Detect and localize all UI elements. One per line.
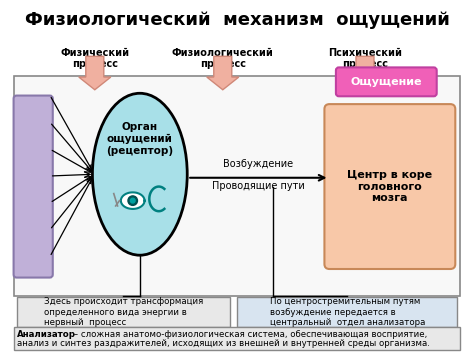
Text: Физиологический  механизм  ощущений: Физиологический механизм ощущений bbox=[25, 11, 449, 29]
Ellipse shape bbox=[92, 93, 187, 255]
Polygon shape bbox=[349, 56, 381, 90]
FancyBboxPatch shape bbox=[14, 76, 460, 296]
Text: Раздражители: Раздражители bbox=[28, 145, 38, 228]
Text: Здесь происходит трансформация
определенного вида энергии в
нервный  процесс: Здесь происходит трансформация определен… bbox=[44, 297, 203, 327]
Text: По центростремительным путям
возбуждение передается в
центральный  отдел анализа: По центростремительным путям возбуждение… bbox=[270, 297, 425, 327]
FancyBboxPatch shape bbox=[324, 104, 456, 269]
Circle shape bbox=[130, 198, 135, 203]
Circle shape bbox=[128, 196, 137, 205]
Polygon shape bbox=[121, 192, 145, 209]
Text: Физический
процесс: Физический процесс bbox=[60, 48, 129, 69]
Text: Анализатор: Анализатор bbox=[17, 330, 75, 339]
FancyBboxPatch shape bbox=[237, 297, 457, 327]
Text: – сложная анатомо-физиологическая система, обеспечивающая восприятие,: – сложная анатомо-физиологическая систем… bbox=[71, 330, 428, 339]
Text: Ощущение: Ощущение bbox=[351, 77, 422, 87]
Polygon shape bbox=[79, 56, 111, 90]
FancyBboxPatch shape bbox=[14, 327, 460, 350]
Text: Физиологический
процесс: Физиологический процесс bbox=[172, 48, 273, 69]
Text: Психический
процесс: Психический процесс bbox=[328, 48, 402, 69]
Text: Центр в коре
головного
мозга: Центр в коре головного мозга bbox=[347, 170, 432, 203]
FancyBboxPatch shape bbox=[336, 67, 437, 96]
Text: Возбуждение: Возбуждение bbox=[223, 159, 293, 169]
FancyBboxPatch shape bbox=[14, 95, 53, 278]
Text: Орган
ощущений
(рецептор): Орган ощущений (рецептор) bbox=[106, 122, 173, 156]
Polygon shape bbox=[207, 56, 239, 90]
FancyBboxPatch shape bbox=[17, 297, 230, 327]
Text: анализ и синтез раздражителей, исходящих из внешней и внутренней среды организма: анализ и синтез раздражителей, исходящих… bbox=[17, 339, 429, 348]
Text: Проводящие пути: Проводящие пути bbox=[212, 181, 305, 191]
